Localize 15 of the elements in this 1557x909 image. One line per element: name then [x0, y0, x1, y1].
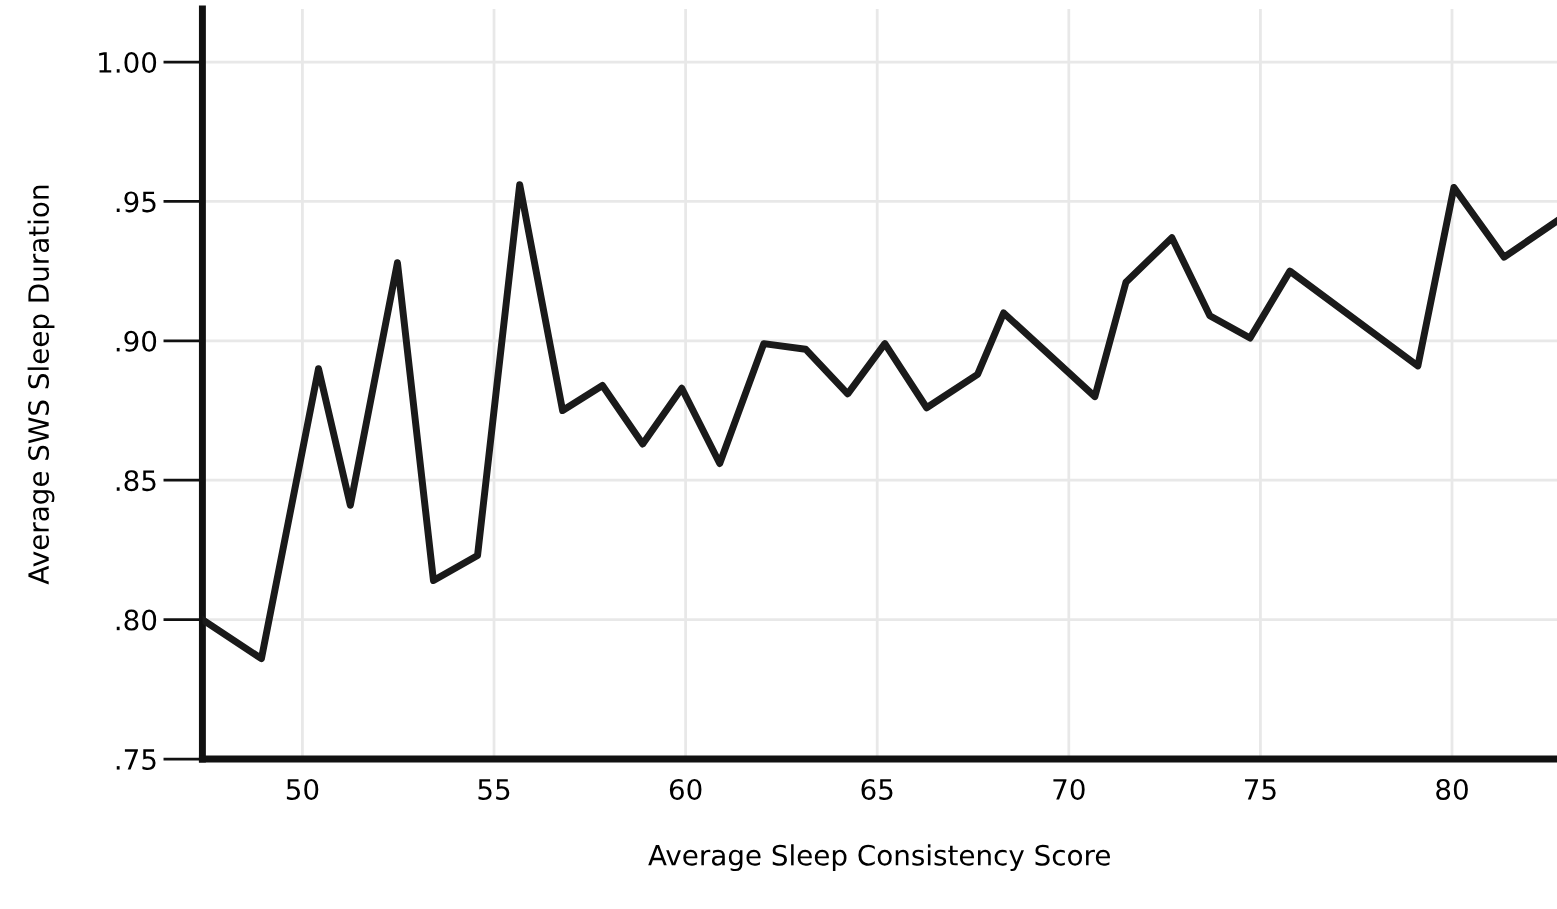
- y-tick-label: .75: [116, 749, 156, 770]
- x-tick-label: 75: [1245, 779, 1276, 800]
- y-tick-label: .90: [116, 330, 157, 352]
- x-tick-label: 65: [861, 778, 893, 800]
- x-tick-label: 80: [1436, 778, 1468, 800]
- x-tick-label: 55: [478, 779, 510, 800]
- y-tick-label: .95: [116, 191, 156, 213]
- y-tick-label: .85: [116, 470, 156, 492]
- x-tick-label: 50: [286, 778, 319, 800]
- y-axis-title: Average SWS Sleep Duration: [27, 185, 55, 585]
- x-tick-label: 60: [669, 778, 702, 800]
- x-tick-label: 70: [1053, 778, 1085, 800]
- y-tick-label: .80: [116, 609, 157, 631]
- y-tick-label: 1.00: [99, 52, 157, 74]
- x-axis-title: Average Sleep Consistency Score: [648, 844, 1110, 872]
